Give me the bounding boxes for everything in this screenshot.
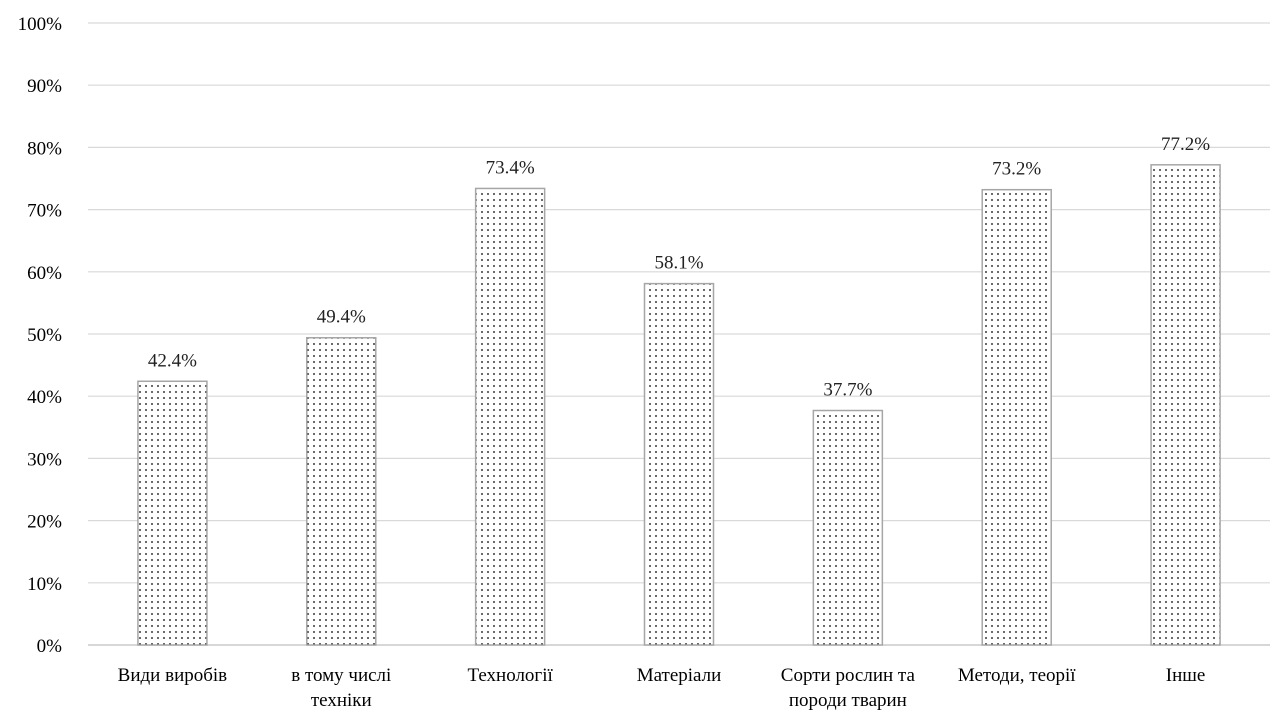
data-labels: 42.4% 49.4% 73.4% 58.1% 37.7% 73.2% 77.2% bbox=[148, 134, 1210, 401]
data-label: 49.4% bbox=[317, 307, 366, 328]
bar bbox=[1150, 164, 1221, 646]
data-label: 37.7% bbox=[823, 380, 872, 401]
category-label: в тому числі техніки bbox=[291, 665, 391, 711]
data-label: 73.4% bbox=[486, 157, 535, 178]
data-label: 42.4% bbox=[148, 350, 197, 371]
bars bbox=[137, 164, 1221, 646]
bar bbox=[137, 380, 208, 646]
y-tick-label: 60% bbox=[27, 263, 62, 284]
y-tick-label: 70% bbox=[27, 201, 62, 222]
y-axis-ticks: 0% 10% 20% 30% 40% 50% 60% 70% 80% 90% 100% bbox=[18, 14, 63, 657]
y-tick-label: 40% bbox=[27, 387, 62, 408]
data-label: 73.2% bbox=[992, 159, 1041, 180]
bar bbox=[306, 336, 377, 646]
y-tick-label: 30% bbox=[27, 449, 62, 470]
bar bbox=[474, 187, 546, 646]
category-label: Технології bbox=[467, 665, 553, 686]
data-label: 77.2% bbox=[1161, 134, 1210, 155]
y-tick-label: 0% bbox=[37, 636, 63, 657]
category-label: Інше bbox=[1166, 665, 1206, 686]
category-label: Сорти рослин та породи тварин bbox=[781, 665, 916, 711]
y-tick-label: 50% bbox=[27, 325, 62, 346]
x-axis-categories: Види виробів в тому числі техніки Технологі… bbox=[118, 665, 1206, 711]
y-tick-label: 80% bbox=[27, 138, 62, 159]
y-tick-label: 10% bbox=[27, 574, 62, 595]
category-label: Види виробів bbox=[118, 665, 228, 686]
category-label: Методи, теорії bbox=[958, 665, 1076, 686]
bar bbox=[812, 409, 884, 646]
y-tick-label: 20% bbox=[27, 512, 62, 533]
bar bbox=[643, 282, 715, 646]
y-tick-label: 90% bbox=[27, 76, 62, 97]
data-label: 58.1% bbox=[654, 253, 703, 274]
bar bbox=[981, 188, 1052, 646]
category-label: Матеріали bbox=[637, 665, 722, 686]
y-tick-label: 100% bbox=[18, 14, 63, 35]
